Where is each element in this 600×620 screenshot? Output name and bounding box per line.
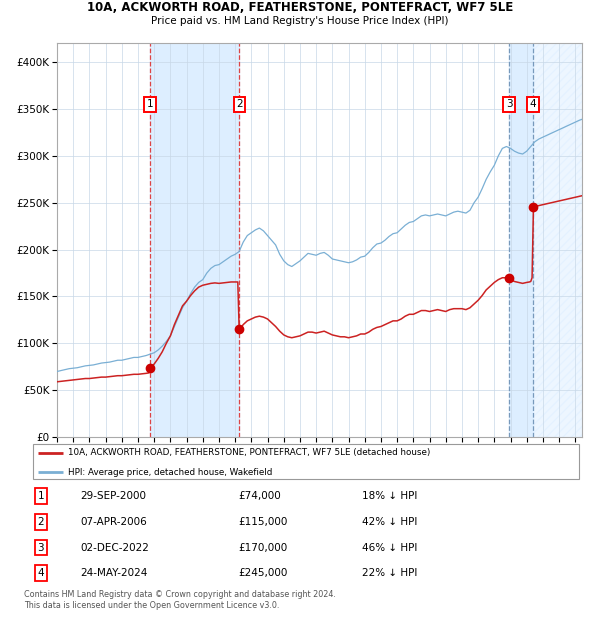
Text: 4: 4 [530, 99, 536, 109]
Text: 42% ↓ HPI: 42% ↓ HPI [362, 517, 418, 527]
Text: 07-APR-2006: 07-APR-2006 [80, 517, 147, 527]
Text: 2: 2 [38, 517, 44, 527]
FancyBboxPatch shape [33, 443, 579, 479]
Text: 4: 4 [38, 568, 44, 578]
Text: 22% ↓ HPI: 22% ↓ HPI [362, 568, 418, 578]
Text: £115,000: £115,000 [238, 517, 287, 527]
Text: 24-MAY-2024: 24-MAY-2024 [80, 568, 148, 578]
Bar [533, 43, 582, 437]
Text: 1: 1 [147, 99, 154, 109]
Text: £245,000: £245,000 [238, 568, 287, 578]
Text: Price paid vs. HM Land Registry's House Price Index (HPI): Price paid vs. HM Land Registry's House … [151, 16, 449, 26]
Text: £170,000: £170,000 [238, 542, 287, 552]
Text: 02-DEC-2022: 02-DEC-2022 [80, 542, 149, 552]
Text: 29-SEP-2000: 29-SEP-2000 [80, 492, 146, 502]
Text: 18% ↓ HPI: 18% ↓ HPI [362, 492, 418, 502]
Text: Contains HM Land Registry data © Crown copyright and database right 2024.: Contains HM Land Registry data © Crown c… [24, 590, 336, 600]
Text: 3: 3 [506, 99, 512, 109]
Text: 10A, ACKWORTH ROAD, FEATHERSTONE, PONTEFRACT, WF7 5LE (detached house): 10A, ACKWORTH ROAD, FEATHERSTONE, PONTEF… [68, 448, 430, 458]
Text: £74,000: £74,000 [238, 492, 281, 502]
Text: 1: 1 [38, 492, 44, 502]
Text: 46% ↓ HPI: 46% ↓ HPI [362, 542, 418, 552]
Text: HPI: Average price, detached house, Wakefield: HPI: Average price, detached house, Wake… [68, 467, 272, 477]
Text: This data is licensed under the Open Government Licence v3.0.: This data is licensed under the Open Gov… [24, 601, 280, 611]
Text: 2: 2 [236, 99, 243, 109]
Text: 3: 3 [38, 542, 44, 552]
Bar [150, 43, 239, 437]
Text: 10A, ACKWORTH ROAD, FEATHERSTONE, PONTEFRACT, WF7 5LE: 10A, ACKWORTH ROAD, FEATHERSTONE, PONTEF… [87, 1, 513, 14]
Bar [509, 43, 533, 437]
